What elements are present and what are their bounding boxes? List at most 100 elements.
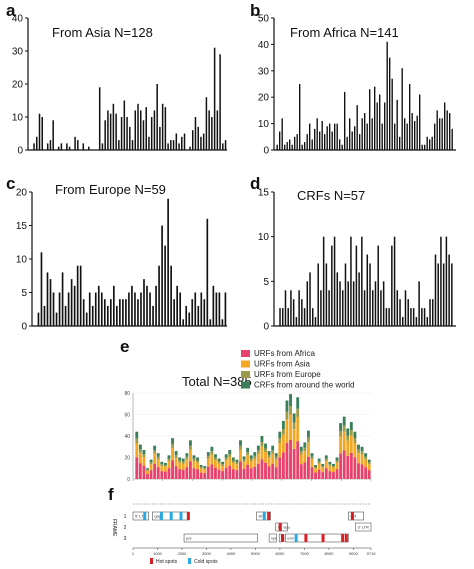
bar <box>406 123 408 150</box>
bar-segment-asia <box>274 459 278 468</box>
bar <box>146 285 148 326</box>
stacked-bar <box>303 442 307 479</box>
bar <box>88 146 90 150</box>
y-tick-label: 15 <box>258 188 270 199</box>
bar <box>125 299 127 326</box>
stacked-bar <box>239 440 242 479</box>
bar <box>356 105 358 150</box>
bar <box>389 57 391 150</box>
bar <box>328 290 330 326</box>
panel-e: e Total N=385 URFs from Africa URFs from As… <box>120 337 372 483</box>
bar-segment-asia <box>249 461 253 469</box>
bar-segment-asia <box>181 463 185 470</box>
bar-segment-asia <box>349 435 353 453</box>
bar <box>369 89 371 150</box>
hot-spot <box>267 512 271 520</box>
bar <box>36 136 38 150</box>
bar-segment-world <box>360 446 364 452</box>
bar-segment-world <box>349 422 353 431</box>
bar <box>289 139 291 150</box>
stacked-bar <box>256 445 260 479</box>
bar <box>60 143 63 150</box>
bar <box>46 143 49 150</box>
legend-label: CRFs from around the world <box>254 381 354 390</box>
bar-segment-asia <box>256 453 260 464</box>
gene-box <box>348 511 364 521</box>
bar <box>409 84 411 150</box>
bar <box>376 102 378 150</box>
y-tick-label: 10 <box>258 119 270 130</box>
bar-segment-world <box>346 428 350 436</box>
bar-segment-asia <box>321 467 325 473</box>
bar <box>197 126 199 150</box>
bar <box>388 308 390 326</box>
bar-segment-asia <box>210 454 214 465</box>
bar-segment-europe <box>146 469 149 471</box>
bar <box>109 113 112 150</box>
bar-segment-asia <box>253 458 257 467</box>
bar-segment-world <box>332 463 335 467</box>
bar <box>131 140 134 150</box>
bar-segment-world <box>221 461 225 465</box>
bar <box>107 110 109 150</box>
bar <box>57 146 60 150</box>
stacked-bar <box>138 444 142 479</box>
bar <box>301 144 303 150</box>
stacked-bar <box>246 447 250 479</box>
bar-segment-world <box>256 445 260 451</box>
bar <box>139 110 142 150</box>
bar <box>449 113 451 150</box>
bar-segment-europe <box>167 458 171 462</box>
bar-segment-europe <box>267 454 271 458</box>
bar <box>116 305 118 326</box>
bar-segment-world <box>171 438 174 444</box>
bar <box>301 299 303 326</box>
stacked-bar <box>317 458 321 479</box>
cold-spot <box>143 512 147 520</box>
bar-segment-africa <box>160 471 164 479</box>
bar-segment-europe <box>246 452 250 456</box>
bar-segment-world <box>306 430 310 438</box>
stacked-bar <box>224 454 228 479</box>
bar <box>176 285 178 326</box>
bar <box>326 126 328 150</box>
gene-label: vif <box>258 514 263 519</box>
bar <box>167 198 169 326</box>
bar <box>202 133 205 150</box>
bar-segment-asia <box>335 462 339 470</box>
bar-segment-asia <box>242 461 246 469</box>
bar <box>49 140 52 150</box>
bar <box>52 120 54 150</box>
bar-segment-africa <box>217 469 221 479</box>
bar <box>178 143 180 150</box>
bar-segment-europe <box>260 442 264 447</box>
bar <box>219 54 221 150</box>
bar <box>282 308 284 326</box>
bar-segment-europe <box>210 451 214 455</box>
bar-segment-world <box>246 447 250 453</box>
cold-spot <box>179 512 183 520</box>
legend-swatch <box>241 360 250 368</box>
bar-segment-africa <box>239 461 242 479</box>
stacked-bar <box>360 446 364 479</box>
bar <box>159 126 161 150</box>
bar-segment-africa <box>221 471 225 479</box>
bar-segment-africa <box>214 467 217 479</box>
stacked-bar <box>253 452 257 479</box>
bar <box>396 290 399 326</box>
bar-segment-europe <box>181 461 185 464</box>
bar <box>134 110 137 150</box>
panel-c: c From Europe N=59 0 5 10 15 20 <box>6 174 227 333</box>
y-tick-label: 0 <box>263 322 269 333</box>
bar-segment-asia <box>357 452 360 464</box>
bar <box>372 290 374 326</box>
bar <box>394 123 396 150</box>
bar-segment-africa <box>299 464 303 479</box>
bar-segment-asia <box>188 449 192 462</box>
bar-segment-africa <box>360 464 364 479</box>
bar <box>194 292 197 326</box>
bar-segment-europe <box>285 411 289 420</box>
genome-tick-label: 1 <box>132 551 135 556</box>
bar-segment-europe <box>242 459 246 462</box>
